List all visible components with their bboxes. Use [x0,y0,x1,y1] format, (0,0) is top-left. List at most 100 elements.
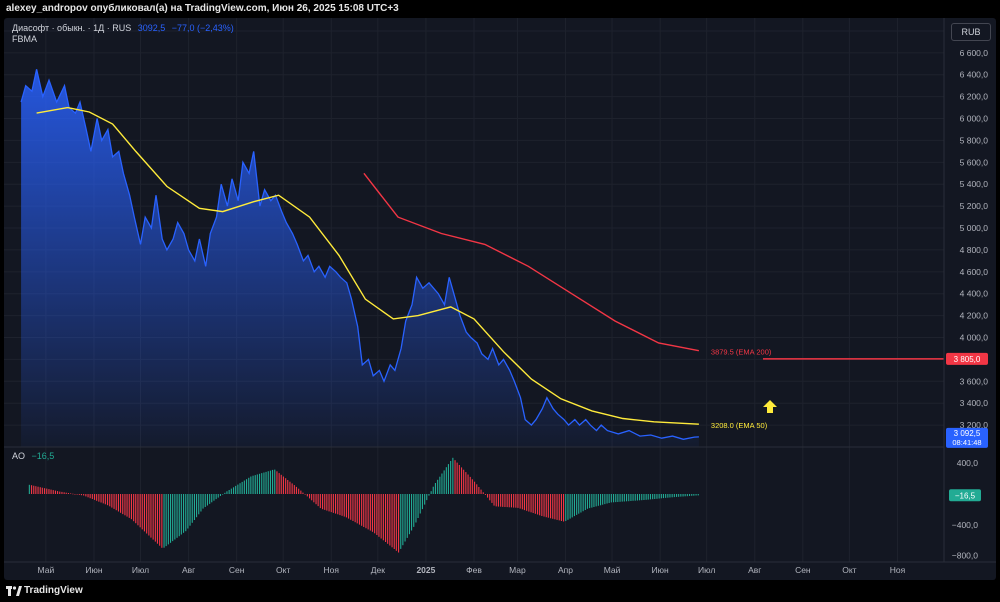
ao-bar [649,494,651,500]
ao-bar [600,494,602,506]
ao-bar [137,494,139,526]
ao-bar [465,472,467,494]
ao-bar [31,485,33,494]
ao-bar [439,476,441,494]
ao-bar [656,494,658,499]
price-tick-label: 6 000,0 [960,114,989,124]
ao-bar [150,494,152,538]
ao-bar [597,494,599,506]
ao-bar [621,494,623,502]
ao-bar [476,484,478,494]
ao-bar [617,494,619,502]
ao-bar [489,494,491,501]
ao-bar [530,494,532,513]
ao-bar [395,494,397,551]
ao-bar [417,494,419,518]
ao-bar [152,494,154,540]
price-area-fill [21,69,699,448]
ao-bar [610,494,612,503]
ao-bar [115,494,117,511]
ema50-annotation: 3208.0 (EMA 50) [711,421,768,430]
ao-bar [302,492,304,494]
price-pane: 3879.5 (EMA 200) 3208.0 (EMA 50) [20,69,944,448]
ao-bar [317,494,319,507]
ao-bar [693,494,695,496]
ao-bar [697,494,699,496]
price-tick-label: 6 600,0 [960,48,989,58]
ao-bar [172,494,174,542]
ao-bar [274,469,276,494]
ao-bar [643,494,645,500]
ao-bar [402,494,404,546]
publisher-line: alexey_andropov опубликовал(а) на Tradin… [6,3,399,14]
ao-bar [222,494,224,495]
price-tick-label: 5 600,0 [960,157,989,167]
ao-bar [593,494,595,507]
ao-bar [96,494,98,501]
ao-bar [278,473,280,494]
ao-bar [185,494,187,532]
ao-bar [37,486,39,494]
ao-bar [380,494,382,539]
ao-bar [143,494,145,532]
ao-bar [87,494,89,498]
ao-bar [111,494,113,508]
time-tick-label: Фев [466,565,482,575]
ao-bar [363,494,365,527]
ao-bar [219,494,221,496]
ao-legend[interactable]: AO −16,5 [12,451,54,461]
ao-bar [645,494,647,500]
ao-bar [426,494,428,501]
ao-bar [636,494,638,501]
horizontal-level-label: 3 805,0 [954,355,981,364]
ao-bar [335,494,337,514]
ao-bar [337,494,339,515]
ao-value: −16,5 [31,451,55,461]
ao-bar [497,494,499,507]
ao-bar [567,494,569,520]
ao-bar [441,473,443,494]
ao-bar [154,494,156,542]
ao-bar [424,494,426,505]
ao-bar [365,494,367,529]
ao-bar [406,494,408,538]
symbol-legend[interactable]: Диасофт · обыкн. · 1Д · RUS 3092,5 −77,0… [12,23,234,33]
ao-bar [671,494,673,498]
tradingview-logo-icon [6,586,22,596]
ao-bar [126,494,128,517]
ao-bar [80,494,82,496]
price-tick-label: 4 400,0 [960,289,989,299]
ao-bar [630,494,632,501]
ao-bar [163,494,165,548]
ao-bar [547,494,549,518]
ao-bar [428,494,430,496]
ao-bar [298,488,300,494]
ao-bar [311,494,313,501]
ao-bar [211,494,213,503]
ao-bar [345,494,347,518]
ao-bar [469,476,471,494]
ao-bar [246,479,248,494]
ao-bar [411,494,413,531]
ao-bar [109,494,111,507]
ao-bar [654,494,656,499]
ao-bar [352,494,354,521]
ao-bar [556,494,558,520]
ao-bar [156,494,158,544]
ao-value-label: −16,5 [955,491,976,500]
ao-bar [578,494,580,514]
ao-bar [202,494,204,509]
ao-bar [100,494,102,503]
ao-bar [104,494,106,505]
last-value: 3092,5 [137,23,166,33]
ao-bar [319,494,321,509]
currency-button[interactable]: RUB [951,23,991,41]
up-arrow-icon[interactable] [763,400,777,413]
ao-bar [584,494,586,510]
price-tick-label: 5 200,0 [960,201,989,211]
ao-bar [300,490,302,494]
ao-bar [539,494,541,516]
ao-bar [684,494,686,497]
time-tick-label: Мар [509,565,526,575]
